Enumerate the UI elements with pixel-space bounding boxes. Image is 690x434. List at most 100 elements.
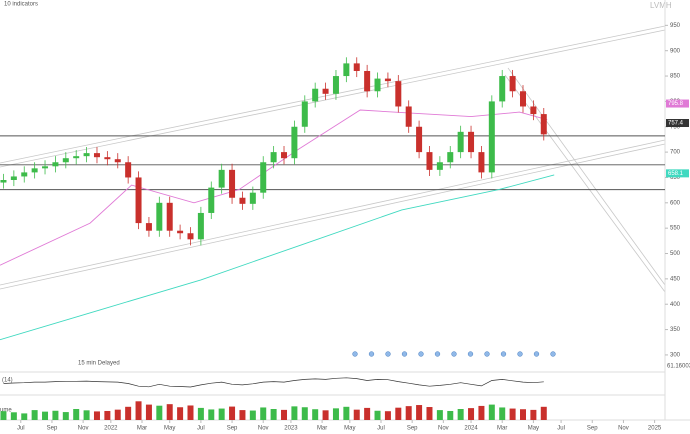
volume-bar bbox=[332, 408, 339, 420]
delay-note: 15 min Delayed bbox=[78, 361, 120, 367]
volume-bar bbox=[197, 407, 204, 420]
indicator-value: 61.16003 bbox=[667, 364, 690, 370]
candle-body bbox=[125, 162, 132, 178]
x-tick-label: 2025 bbox=[648, 426, 662, 432]
price-tag: 658.1 bbox=[666, 169, 689, 178]
candle-body bbox=[468, 131, 475, 153]
volume-bar bbox=[426, 407, 433, 420]
x-tick-label: Sep bbox=[407, 426, 418, 432]
candle-body bbox=[291, 126, 298, 159]
candle-body bbox=[42, 166, 49, 169]
x-tick-label: May bbox=[528, 426, 539, 432]
last-price-tag: 757.4 bbox=[666, 119, 689, 128]
candle-body bbox=[270, 152, 277, 163]
event-icon bbox=[517, 351, 523, 357]
y-tick-label: 450 bbox=[670, 276, 681, 282]
moving-average bbox=[0, 174, 555, 341]
candle-body bbox=[457, 131, 464, 153]
volume-bar bbox=[177, 407, 184, 420]
x-tick-label: Jul bbox=[17, 426, 25, 432]
volume-bar bbox=[405, 406, 412, 420]
candle-body bbox=[166, 202, 173, 231]
volume-bar bbox=[21, 413, 28, 420]
price-tag-label: 658.1 bbox=[668, 171, 684, 177]
y-tick-label: 300 bbox=[670, 353, 681, 359]
volume-bar bbox=[239, 410, 246, 420]
volume-bar bbox=[322, 410, 329, 420]
volume-bar bbox=[166, 404, 173, 420]
volume-bar bbox=[125, 406, 132, 420]
candle-body bbox=[301, 101, 308, 127]
event-icon bbox=[434, 351, 441, 357]
last-price-label: 757.4 bbox=[668, 121, 684, 127]
price-tag-box bbox=[666, 169, 689, 178]
moving-average bbox=[0, 109, 548, 266]
y-tick-label: 750 bbox=[670, 124, 681, 130]
candle-body bbox=[322, 88, 329, 94]
y-tick-label: 600 bbox=[670, 200, 681, 206]
event-icon bbox=[484, 351, 490, 357]
toolbar-indicators[interactable]: 10 indicators bbox=[4, 2, 38, 8]
candle-body bbox=[530, 106, 537, 115]
candle-body bbox=[281, 152, 288, 159]
volume-bar bbox=[156, 405, 163, 420]
x-tick-label: Sep bbox=[227, 426, 238, 432]
candle-body bbox=[374, 78, 381, 92]
candle-body bbox=[416, 126, 423, 153]
indicator-line bbox=[3, 377, 544, 388]
y-tick-label: 900 bbox=[670, 48, 681, 54]
event-icon bbox=[401, 351, 408, 357]
event-icon bbox=[533, 351, 540, 357]
y-tick-label: 650 bbox=[670, 175, 681, 181]
candle-body bbox=[156, 202, 163, 231]
candle-body bbox=[114, 159, 121, 163]
event-icon bbox=[418, 351, 424, 357]
x-tick-label: May bbox=[344, 426, 355, 432]
volume-bar bbox=[436, 410, 443, 420]
volume-bar bbox=[509, 408, 516, 420]
candle-body bbox=[405, 106, 412, 127]
x-tick-label: Nov bbox=[438, 426, 449, 432]
volume-bar bbox=[353, 409, 360, 420]
event-icon bbox=[451, 351, 457, 357]
candle-body bbox=[145, 223, 152, 231]
volume-bar bbox=[270, 409, 277, 420]
candle-body bbox=[10, 176, 17, 180]
volume-bar bbox=[0, 411, 7, 420]
volume-bar bbox=[135, 401, 142, 420]
volume-bar bbox=[73, 409, 80, 420]
event-icon bbox=[385, 351, 391, 357]
candle-body bbox=[21, 172, 28, 177]
candle-body bbox=[104, 157, 111, 160]
event-icon bbox=[550, 351, 556, 357]
volume-bar bbox=[218, 408, 225, 420]
volume-bar bbox=[42, 411, 49, 420]
y-tick-label: 950 bbox=[670, 23, 681, 29]
volume-bar bbox=[281, 409, 288, 420]
event-icon bbox=[500, 351, 507, 357]
volume-bar bbox=[447, 410, 454, 420]
x-tick-label: May bbox=[164, 426, 175, 432]
x-tick-label: Nov bbox=[618, 426, 629, 432]
volume-bar bbox=[457, 409, 464, 420]
candle-body bbox=[83, 153, 90, 157]
candle-body bbox=[499, 76, 506, 102]
x-tick-label: Mar bbox=[137, 426, 147, 432]
x-tick-label: Mar bbox=[497, 426, 507, 432]
volume-bar bbox=[540, 406, 547, 420]
x-tick-label: 2022 bbox=[104, 426, 118, 432]
candle-body bbox=[384, 78, 391, 82]
x-tick-label: Jul bbox=[197, 426, 205, 432]
candle-body bbox=[249, 192, 256, 204]
candle-body bbox=[353, 63, 360, 71]
volume-bar bbox=[52, 410, 59, 420]
symbol: LVMH bbox=[650, 1, 672, 10]
candle-body bbox=[93, 153, 100, 158]
candle-body bbox=[364, 70, 371, 92]
volume-bar bbox=[291, 406, 298, 420]
candle-body bbox=[177, 230, 184, 234]
volume-bar bbox=[364, 407, 371, 420]
y-tick-label: 500 bbox=[670, 251, 681, 257]
volume-bar bbox=[530, 409, 537, 420]
x-tick-label: Jul bbox=[557, 426, 565, 432]
